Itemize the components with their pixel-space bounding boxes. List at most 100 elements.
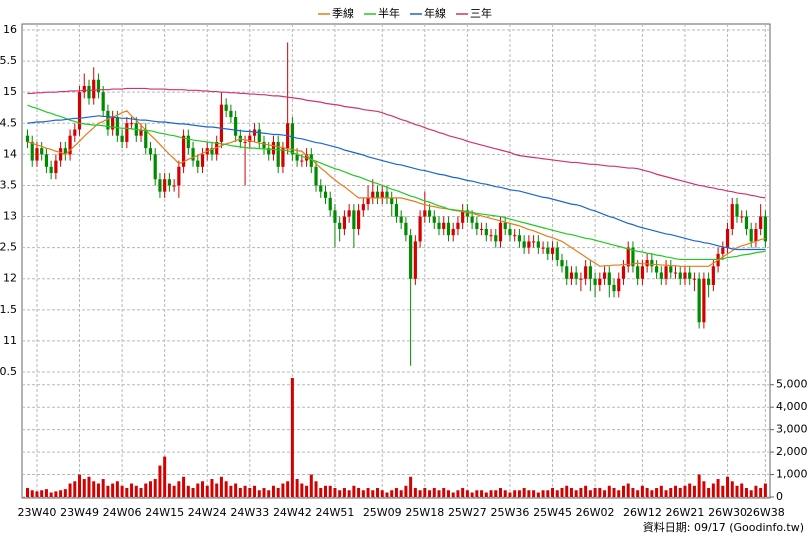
- volume-bar: [740, 483, 744, 497]
- volume-bar: [437, 490, 441, 497]
- volume-bar: [683, 485, 687, 497]
- candle-body: [461, 210, 465, 223]
- legend: 季線 半年 年線 三年: [318, 6, 492, 20]
- volume-bar: [219, 476, 223, 497]
- candle-body: [167, 179, 171, 186]
- candle-body: [409, 235, 413, 279]
- x-tick-label: 25W36: [491, 506, 530, 519]
- candle-body: [252, 129, 257, 136]
- volume-bar: [527, 490, 531, 497]
- candle-body: [759, 216, 763, 229]
- candle-body: [626, 247, 630, 267]
- volume-bar: [305, 485, 309, 497]
- volume-bar: [87, 476, 91, 497]
- candle-body: [186, 135, 190, 149]
- legend-label: 年線: [424, 6, 446, 20]
- candle-body: [49, 166, 53, 174]
- volume-bar: [319, 488, 323, 497]
- candle-body: [555, 247, 559, 261]
- candle-body: [125, 123, 129, 142]
- candle-body: [735, 204, 739, 217]
- legend-label: 半年: [378, 6, 400, 20]
- candle-body: [224, 104, 228, 111]
- volume-bar: [650, 490, 654, 497]
- candle-body: [328, 197, 332, 211]
- candle-body: [754, 228, 758, 242]
- candle-body: [352, 210, 356, 229]
- volume-bar: [148, 481, 152, 497]
- volume-bar: [262, 488, 266, 497]
- candle-body: [267, 148, 271, 155]
- volume-bar: [234, 483, 238, 497]
- volume-bar: [243, 485, 247, 497]
- volume-bar: [735, 485, 739, 497]
- candle-body: [106, 110, 110, 130]
- x-tick-label: 25W45: [533, 506, 572, 519]
- volume-bar: [446, 490, 450, 497]
- candle-body: [262, 141, 266, 149]
- volume-bar: [201, 481, 205, 497]
- candle-body: [446, 222, 451, 236]
- volume-bar: [503, 490, 507, 497]
- candle-body: [290, 123, 294, 155]
- candle-body: [243, 141, 247, 143]
- candle-body: [470, 216, 474, 223]
- volume-bar: [82, 479, 86, 497]
- volume-bar: [513, 490, 517, 497]
- volume-bar: [659, 485, 663, 497]
- volume-bar: [711, 483, 715, 497]
- volume-bar: [361, 490, 365, 497]
- volume-bar: [130, 483, 134, 497]
- volume-bar: [716, 479, 720, 497]
- volume-bar: [423, 488, 427, 497]
- volume-bar: [451, 492, 455, 497]
- candle-body: [172, 185, 176, 187]
- volume-bar: [314, 481, 318, 497]
- candle-body: [484, 228, 488, 236]
- candle-body: [465, 210, 469, 217]
- volume-bar: [153, 479, 157, 497]
- volume-bar: [210, 479, 214, 497]
- volume-bar: [636, 490, 640, 497]
- candle-body: [120, 135, 124, 142]
- volume-bar: [442, 488, 446, 497]
- volume-bar: [404, 485, 408, 497]
- candle-body: [730, 204, 734, 229]
- volume-bar: [144, 483, 148, 497]
- volume-bar: [26, 488, 29, 497]
- volume-bar: [593, 488, 597, 497]
- candle-body: [607, 272, 611, 285]
- candle-body: [692, 278, 697, 280]
- volume-bar: [267, 490, 271, 497]
- volume-bar: [692, 485, 696, 497]
- volume-bar: [177, 481, 181, 497]
- volume-bar: [163, 456, 167, 497]
- candle-body: [200, 154, 205, 167]
- volume-bar: [399, 490, 403, 497]
- volume-bar: [40, 490, 44, 497]
- y2-tick-label: 0: [776, 490, 783, 503]
- volume-bar: [763, 483, 767, 497]
- volume-bar: [678, 488, 682, 497]
- candle-body: [532, 241, 536, 243]
- volume-bar: [338, 490, 342, 497]
- candle-body: [399, 216, 403, 223]
- x-tick-label: 24W51: [316, 506, 355, 519]
- volume-bar: [484, 492, 488, 497]
- x-tick-label: 26W12: [623, 506, 662, 519]
- candle-body: [527, 241, 531, 248]
- candle-body: [413, 241, 417, 279]
- volume-bar: [376, 488, 380, 497]
- y-tick-label: 2.5: [0, 241, 17, 254]
- volume-bar: [63, 489, 67, 497]
- candle-body: [664, 266, 668, 279]
- volume-bar: [409, 476, 413, 497]
- candle-body: [357, 210, 361, 229]
- candle-body: [158, 179, 162, 192]
- candle-body: [423, 210, 427, 217]
- volume-bar: [309, 474, 313, 497]
- x-tick-label: 24W24: [188, 506, 227, 519]
- candle-body: [68, 135, 72, 155]
- volume-bar: [385, 492, 389, 497]
- y-tick-label: 5.5: [0, 54, 17, 67]
